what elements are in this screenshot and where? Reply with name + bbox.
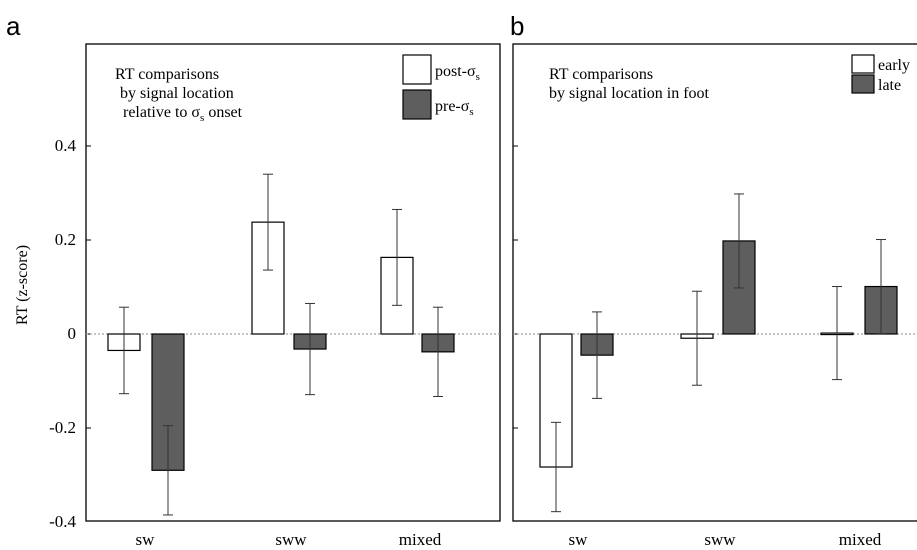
error-bar [119, 306, 129, 395]
error-bar [551, 421, 561, 513]
xtick-label: mixed [399, 530, 442, 549]
error-bar [876, 239, 886, 335]
error-bar [832, 286, 842, 381]
xtick-label: sw [569, 530, 589, 549]
error-bar [734, 193, 744, 289]
panel-b-bars [539, 193, 898, 513]
xtick-label: sww [275, 530, 307, 549]
panel-b: b RT comparisons by signal location in f… [510, 11, 917, 549]
panel-a-ylabel: RT (z-score) [14, 245, 31, 325]
legend-swatch-post [402, 54, 432, 85]
error-bar [592, 311, 602, 399]
ytick-label: -0.2 [49, 418, 76, 437]
legend-swatch-late [851, 74, 875, 94]
panel-a-letter: a [6, 11, 21, 41]
ytick-label: 0 [68, 324, 77, 343]
error-bar [392, 208, 402, 306]
error-bar [163, 425, 173, 516]
panel-b-title-line2: by signal location in foot [549, 85, 710, 102]
error-bar [263, 173, 273, 271]
legend-label-pre: pre-σs [435, 98, 474, 118]
panel-b-legend: early late [851, 54, 910, 94]
panel-b-title-line1: RT comparisons [549, 66, 653, 83]
error-bar [692, 290, 702, 386]
panel-a-title-line1: RT comparisons [115, 66, 219, 83]
ytick-label: -0.4 [49, 512, 76, 531]
legend-swatch-early [851, 54, 875, 74]
xtick-label: sw [136, 530, 156, 549]
error-bar [433, 306, 443, 398]
xtick-label: sww [704, 530, 736, 549]
panel-a-frame [85, 43, 501, 522]
panel-a-bars [107, 173, 455, 516]
panel-a-legend: post-σs pre-σs [402, 54, 480, 120]
panel-a-title-line2: by signal location [120, 85, 234, 102]
panel-a-title-line3: relative to σs onset [123, 104, 243, 124]
legend-swatch-pre [402, 89, 432, 120]
ytick-label: 0.2 [55, 230, 76, 249]
legend-label-post: post-σs [435, 63, 480, 83]
legend-label-early: early [878, 57, 910, 74]
panel-b-frame [512, 43, 917, 522]
error-bar [305, 302, 315, 396]
panel-a-yticks: 0.4 0.2 0 -0.2 -0.4 [49, 136, 91, 531]
legend-label-late: late [878, 77, 901, 94]
panel-a: a RT (z-score) 0.4 0.2 0 -0.2 -0.4 RT co… [6, 11, 501, 549]
panel-b-letter: b [510, 11, 524, 41]
xtick-label: mixed [839, 530, 882, 549]
panel-b-yticks [513, 145, 518, 429]
ytick-label: 0.4 [55, 136, 77, 155]
